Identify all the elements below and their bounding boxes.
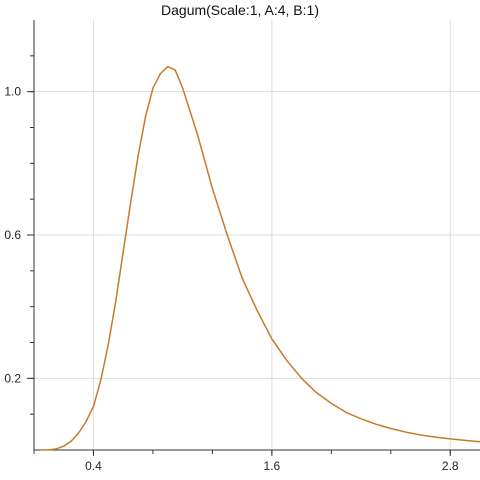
y-tick-label: 1.0 bbox=[4, 85, 21, 99]
x-tick-label: 2.8 bbox=[442, 459, 459, 473]
x-tick-label: 1.6 bbox=[264, 459, 281, 473]
x-tick-label: 0.4 bbox=[85, 459, 102, 473]
series-line-dagum bbox=[40, 65, 480, 451]
series-layer bbox=[40, 65, 480, 451]
axis-layer bbox=[27, 20, 480, 456]
y-tick-label: 0.2 bbox=[4, 371, 21, 385]
grid-layer bbox=[34, 20, 480, 450]
chart-title: Dagum(Scale:1, A:4, B:1) bbox=[161, 2, 319, 18]
y-tick-label: 0.6 bbox=[4, 228, 21, 242]
label-layer: 0.2 0.6 1.0 0.4 1.6 2.8 bbox=[4, 85, 459, 473]
